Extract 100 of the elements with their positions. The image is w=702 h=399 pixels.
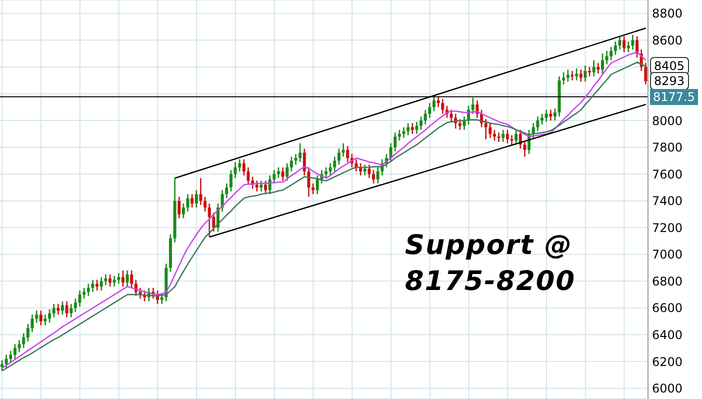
candlestick	[592, 60, 596, 77]
candlestick	[281, 166, 284, 182]
candlestick	[39, 310, 42, 326]
candlestick	[540, 113, 544, 126]
candlestick	[208, 202, 211, 238]
candlestick	[272, 169, 276, 184]
candlestick	[178, 196, 181, 219]
candlestick	[406, 122, 410, 136]
candlestick	[618, 36, 622, 50]
y-tick-label: 7200	[652, 220, 683, 235]
candlestick	[441, 98, 444, 114]
candlestick	[52, 303, 56, 318]
ref-line-label: 8177.5	[650, 88, 698, 105]
candlestick	[346, 145, 350, 163]
candlestick	[588, 66, 592, 77]
y-tick-label: 7000	[652, 248, 683, 262]
candlestick	[644, 62, 648, 85]
y-tick-label: 6200	[652, 354, 683, 369]
candlestick	[121, 270, 124, 288]
y-tick-label: 8800	[652, 6, 683, 21]
candlestick	[458, 118, 462, 131]
candlestick	[575, 68, 578, 81]
y-tick-label: 6800	[652, 274, 683, 288]
candlestick	[78, 290, 82, 308]
candlestick	[100, 276, 103, 292]
candlestick	[553, 108, 556, 122]
candlestick	[35, 310, 38, 324]
candlestick	[246, 166, 250, 186]
candlestick	[260, 180, 263, 192]
candlestick	[536, 116, 540, 132]
candlestick	[4, 354, 8, 369]
candlestick	[420, 116, 423, 131]
candlestick	[497, 132, 500, 143]
candlestick	[65, 300, 68, 318]
candlestick	[112, 275, 116, 288]
candlestick	[26, 323, 30, 342]
candlestick	[389, 142, 392, 163]
candlestick	[13, 343, 16, 360]
candlestick	[74, 298, 77, 313]
candlestick	[584, 64, 587, 82]
annotation: 8293	[650, 72, 689, 90]
y-tick-label: 7800	[652, 140, 683, 155]
candlestick	[436, 96, 440, 108]
candlestick	[312, 182, 315, 195]
candlestick	[626, 40, 630, 53]
candlestick	[234, 161, 237, 179]
candlestick	[307, 166, 310, 198]
candlestick	[290, 156, 293, 172]
candlestick	[549, 109, 552, 122]
candlestick	[510, 134, 514, 146]
y-tick-label: 6400	[652, 328, 683, 342]
candlestick	[622, 36, 626, 53]
candlestick	[570, 70, 574, 81]
candlestick	[104, 274, 108, 286]
candlestick	[328, 162, 332, 176]
candlestick	[502, 129, 505, 143]
candlestick	[376, 166, 380, 184]
candlestick	[450, 109, 453, 122]
candlestick	[532, 122, 535, 139]
candlestick	[302, 148, 306, 176]
candlestick	[488, 122, 492, 139]
candlestick	[264, 180, 268, 195]
candlestick	[363, 164, 366, 176]
candlestick	[394, 132, 397, 152]
candlestick	[428, 102, 432, 118]
candlestick	[18, 339, 21, 353]
candlestick	[614, 40, 617, 56]
candlestick	[544, 109, 548, 122]
candlestick	[333, 156, 336, 172]
candlestick	[566, 68, 570, 82]
candlestick	[316, 174, 319, 195]
candlestick	[229, 169, 232, 192]
candlestick	[56, 303, 60, 316]
candlestick	[294, 153, 298, 166]
candlestick	[596, 62, 600, 74]
candlestick	[610, 46, 613, 61]
candlestick	[186, 193, 190, 212]
candlestick	[96, 279, 99, 292]
candlestick	[372, 169, 376, 184]
candlestick	[514, 129, 518, 146]
candlestick	[86, 283, 90, 297]
candlestick	[212, 212, 216, 232]
candlestick	[194, 189, 198, 208]
candlestick	[484, 118, 488, 140]
candlestick	[242, 158, 246, 176]
candlestick	[523, 140, 526, 158]
candlestick	[199, 177, 202, 206]
candlestick	[605, 50, 608, 65]
candlestick	[255, 180, 258, 192]
candlestick	[276, 166, 280, 179]
candlestick	[562, 72, 566, 85]
candlestick	[225, 182, 228, 199]
candlestick	[492, 129, 496, 142]
y-tick-label: 7400	[652, 194, 683, 208]
candlestick	[402, 126, 406, 139]
candlestick	[9, 350, 12, 364]
candlestick	[432, 96, 436, 112]
candlestick	[506, 129, 509, 144]
candlestick	[204, 196, 207, 212]
y-tick-label: 6000	[652, 382, 683, 396]
